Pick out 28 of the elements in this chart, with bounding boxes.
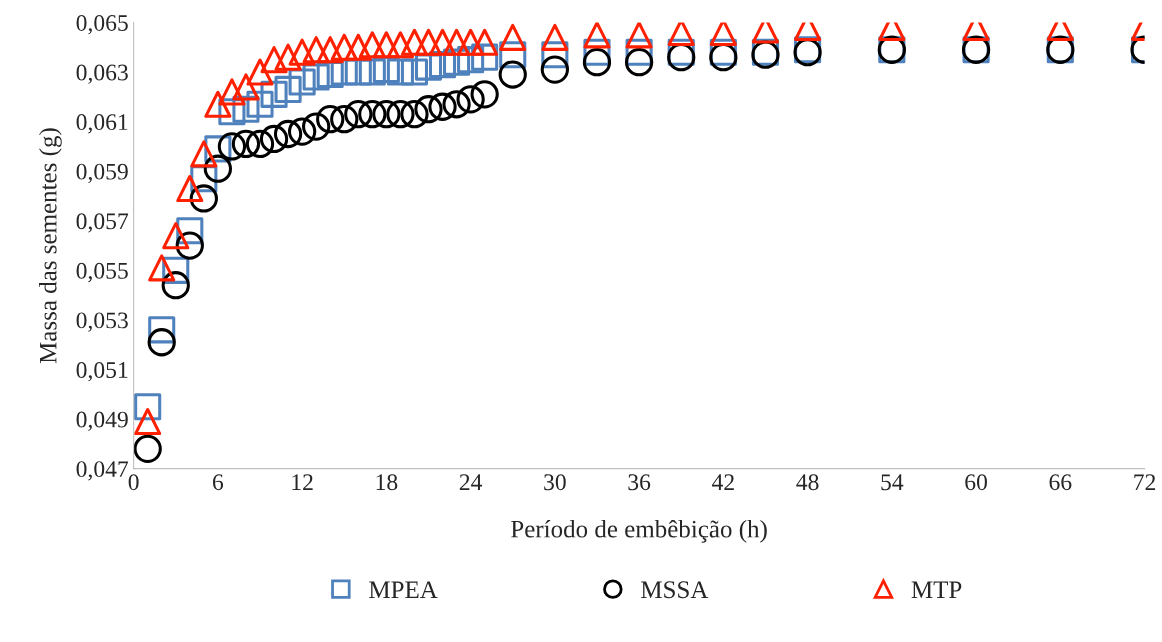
y-tick-label: 0,063: [76, 64, 128, 84]
legend-label: MSSA: [641, 581, 709, 599]
x-tick-label: 18: [376, 474, 398, 491]
y-axis-title: Massa das sementes (g): [39, 128, 62, 364]
x-tick-label: 72: [1134, 474, 1156, 490]
x-tick-label: 0: [128, 474, 139, 491]
y-tick-label: 0,065: [76, 14, 128, 35]
x-tick-label: 54: [881, 474, 904, 491]
x-axis-title: Período de embêbição (h): [511, 519, 767, 543]
y-tick-label: 0,051: [76, 362, 128, 382]
x-tick-label: 42: [712, 474, 734, 490]
x-tick-label: 48: [796, 474, 819, 491]
y-tick-label: 0,049: [76, 411, 128, 431]
y-tick-label: 0,061: [76, 114, 128, 134]
x-tick-label: 36: [628, 474, 651, 491]
x-tick-label: 6: [212, 474, 224, 491]
x-tick-label: 66: [1049, 474, 1072, 491]
legend-label: MPEA: [369, 581, 438, 598]
y-tick-label: 0,057: [76, 213, 129, 233]
x-tick-label: 24: [459, 474, 483, 490]
y-tick-label: 0,053: [76, 312, 128, 332]
y-tick-label: 0,047: [76, 461, 129, 481]
x-tick-label: 60: [965, 474, 987, 491]
x-tick-label: 30: [544, 474, 566, 491]
legend-label: MTP: [911, 581, 962, 598]
y-tick-label: 0,059: [76, 163, 128, 184]
y-tick-label: 0,055: [76, 262, 128, 283]
x-tick-label: 12: [292, 474, 313, 490]
